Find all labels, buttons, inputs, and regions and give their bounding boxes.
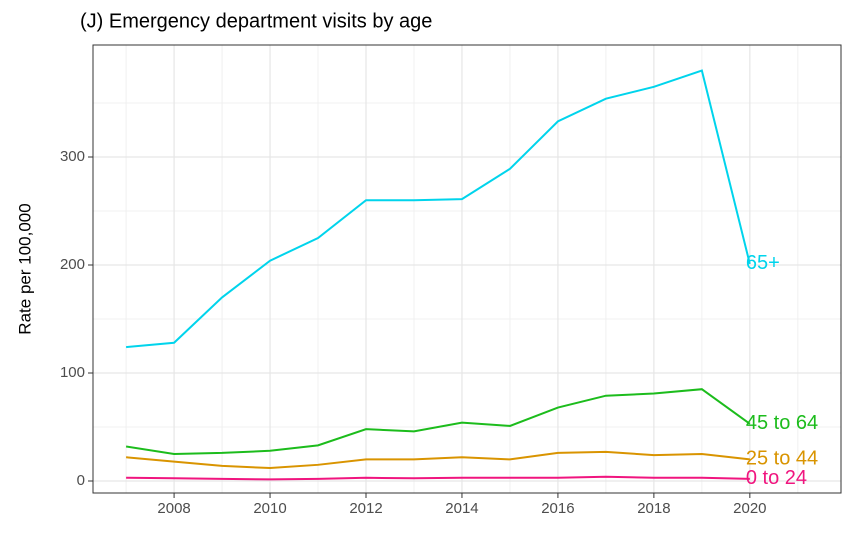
y-tick-label: 300 bbox=[60, 148, 85, 165]
chart-title: (J) Emergency department visits by age bbox=[80, 10, 432, 32]
x-tick-label: 2014 bbox=[445, 500, 478, 517]
series-line bbox=[125, 388, 751, 456]
x-tick-label: 2010 bbox=[253, 500, 286, 517]
series-label: 25 to 44 bbox=[746, 448, 818, 470]
series-label: 65+ bbox=[746, 252, 780, 274]
series-label: 0 to 24 bbox=[746, 467, 807, 489]
series-line bbox=[126, 475, 750, 481]
x-tick-label: 2020 bbox=[733, 500, 766, 517]
panel-border bbox=[92, 44, 842, 494]
y-tick-label: 0 bbox=[77, 472, 85, 489]
x-tick-label: 2016 bbox=[541, 500, 574, 517]
y-axis-label: Rate per 100,000 bbox=[15, 203, 34, 334]
panel bbox=[93, 45, 841, 493]
y-tick-label: 100 bbox=[60, 364, 85, 381]
series-line bbox=[126, 450, 750, 470]
x-tick-label: 2012 bbox=[349, 500, 382, 517]
x-tick-label: 2018 bbox=[637, 500, 670, 517]
series-label: 45 to 64 bbox=[746, 412, 818, 434]
series-line bbox=[126, 69, 751, 349]
x-tick-label: 2008 bbox=[157, 500, 190, 517]
y-tick-label: 200 bbox=[60, 256, 85, 273]
